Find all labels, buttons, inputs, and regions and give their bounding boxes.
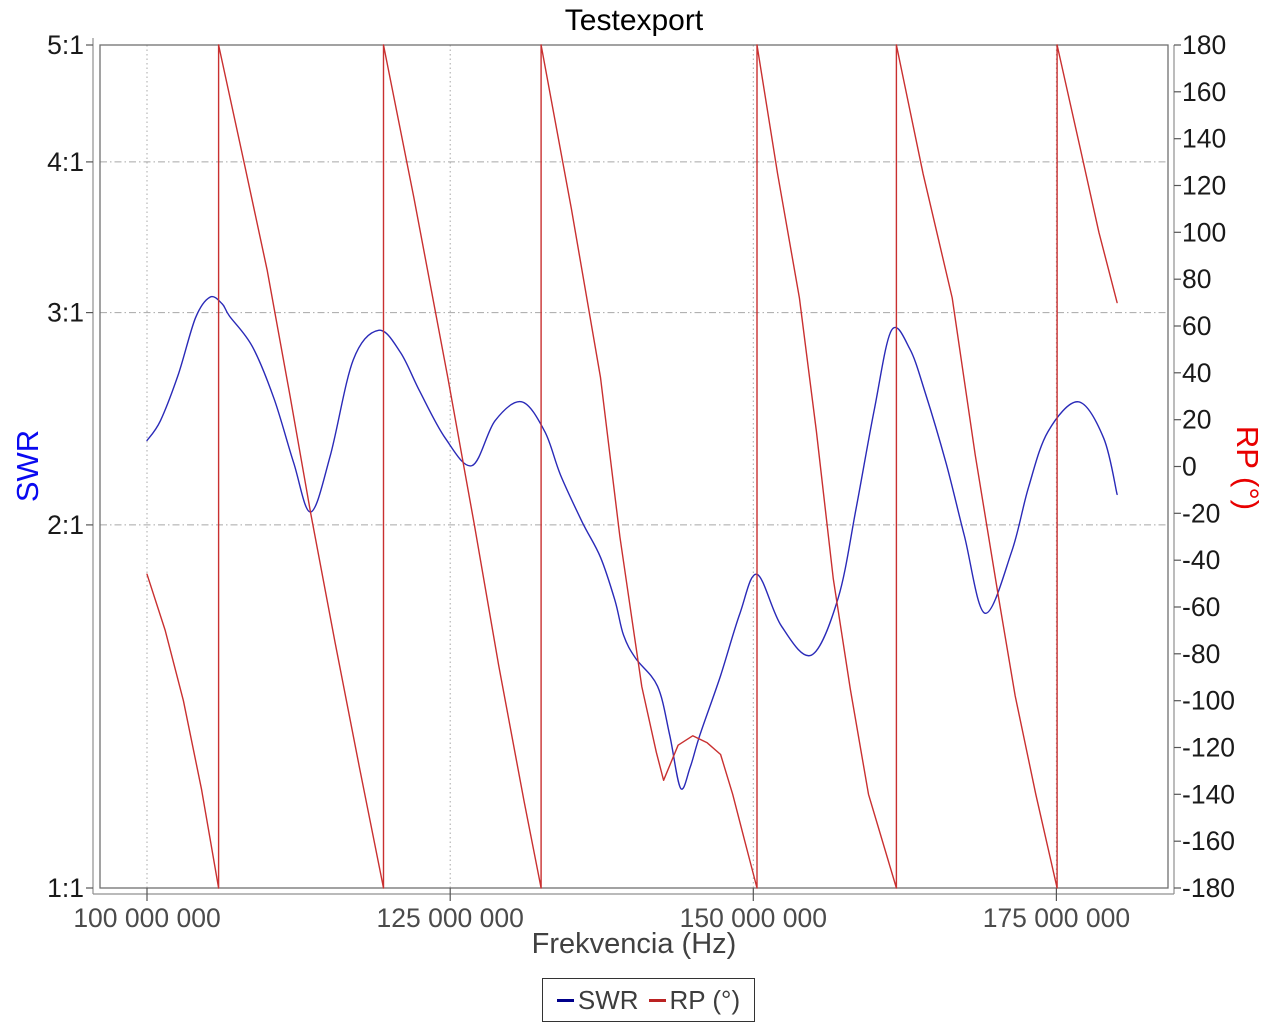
swr-curve — [146, 295, 1118, 790]
gridlines — [100, 44, 1168, 888]
rp-curve — [146, 44, 1118, 889]
svg-text:0: 0 — [1182, 452, 1197, 482]
x-tick-labels: 100 000 000 125 000 000 150 000 000 175 000… — [73, 903, 1130, 933]
svg-text:140: 140 — [1182, 124, 1226, 154]
svg-text:-160: -160 — [1182, 826, 1235, 856]
svg-text:5:1: 5:1 — [47, 30, 84, 60]
svg-text:180: 180 — [1182, 30, 1226, 60]
svg-text:150 000 000: 150 000 000 — [680, 903, 827, 933]
y-left-tick-labels: 5:1 4:1 3:1 2:1 1:1 — [47, 30, 84, 903]
plot-border — [99, 44, 1169, 889]
svg-text:4:1: 4:1 — [47, 147, 84, 177]
legend-item-rp: RP (°) — [648, 984, 741, 1016]
svg-text:-60: -60 — [1182, 592, 1220, 622]
outer-axis-lines — [92, 38, 1175, 895]
rp-line-swatch — [648, 998, 666, 1002]
y-axis-label-rp: RP (°) — [1230, 425, 1265, 511]
svg-text:125 000 000: 125 000 000 — [377, 903, 524, 933]
svg-text:175 000 000: 175 000 000 — [983, 903, 1130, 933]
svg-text:80: 80 — [1182, 264, 1211, 294]
svg-text:-180: -180 — [1182, 873, 1235, 903]
svg-text:2:1: 2:1 — [47, 510, 84, 540]
axis-ticks — [86, 44, 1181, 901]
svg-text:120: 120 — [1182, 171, 1226, 201]
svg-text:60: 60 — [1182, 311, 1211, 341]
legend-label-swr: SWR — [577, 984, 639, 1015]
y-right-tick-labels: 180 160 140 120 100 80 60 40 20 0 -20 -40 -60 -80 -100… — [1182, 30, 1235, 903]
y-axis-label-swr: SWR — [10, 429, 45, 503]
svg-text:100 000 000: 100 000 000 — [73, 903, 220, 933]
legend-item-swr: SWR — [556, 984, 639, 1016]
svg-text:-80: -80 — [1182, 639, 1220, 669]
svg-text:160: 160 — [1182, 77, 1226, 107]
svg-text:40: 40 — [1182, 358, 1211, 388]
legend-label-rp: RP (°) — [669, 984, 741, 1015]
x-axis-label: Frekvencia (Hz) — [531, 928, 737, 960]
svg-text:1:1: 1:1 — [47, 873, 84, 903]
svg-text:20: 20 — [1182, 405, 1211, 435]
chart-title: Testexport — [564, 4, 704, 37]
svg-text:100: 100 — [1182, 217, 1226, 247]
svg-text:-140: -140 — [1182, 779, 1235, 809]
swr-line-swatch — [556, 998, 574, 1002]
svg-text:-100: -100 — [1182, 686, 1235, 716]
svg-text:-120: -120 — [1182, 733, 1235, 763]
legend-box: SWR RP (°) — [542, 978, 755, 1022]
svg-text:-40: -40 — [1182, 545, 1220, 575]
svg-text:-20: -20 — [1182, 498, 1220, 528]
svg-text:3:1: 3:1 — [47, 298, 84, 328]
